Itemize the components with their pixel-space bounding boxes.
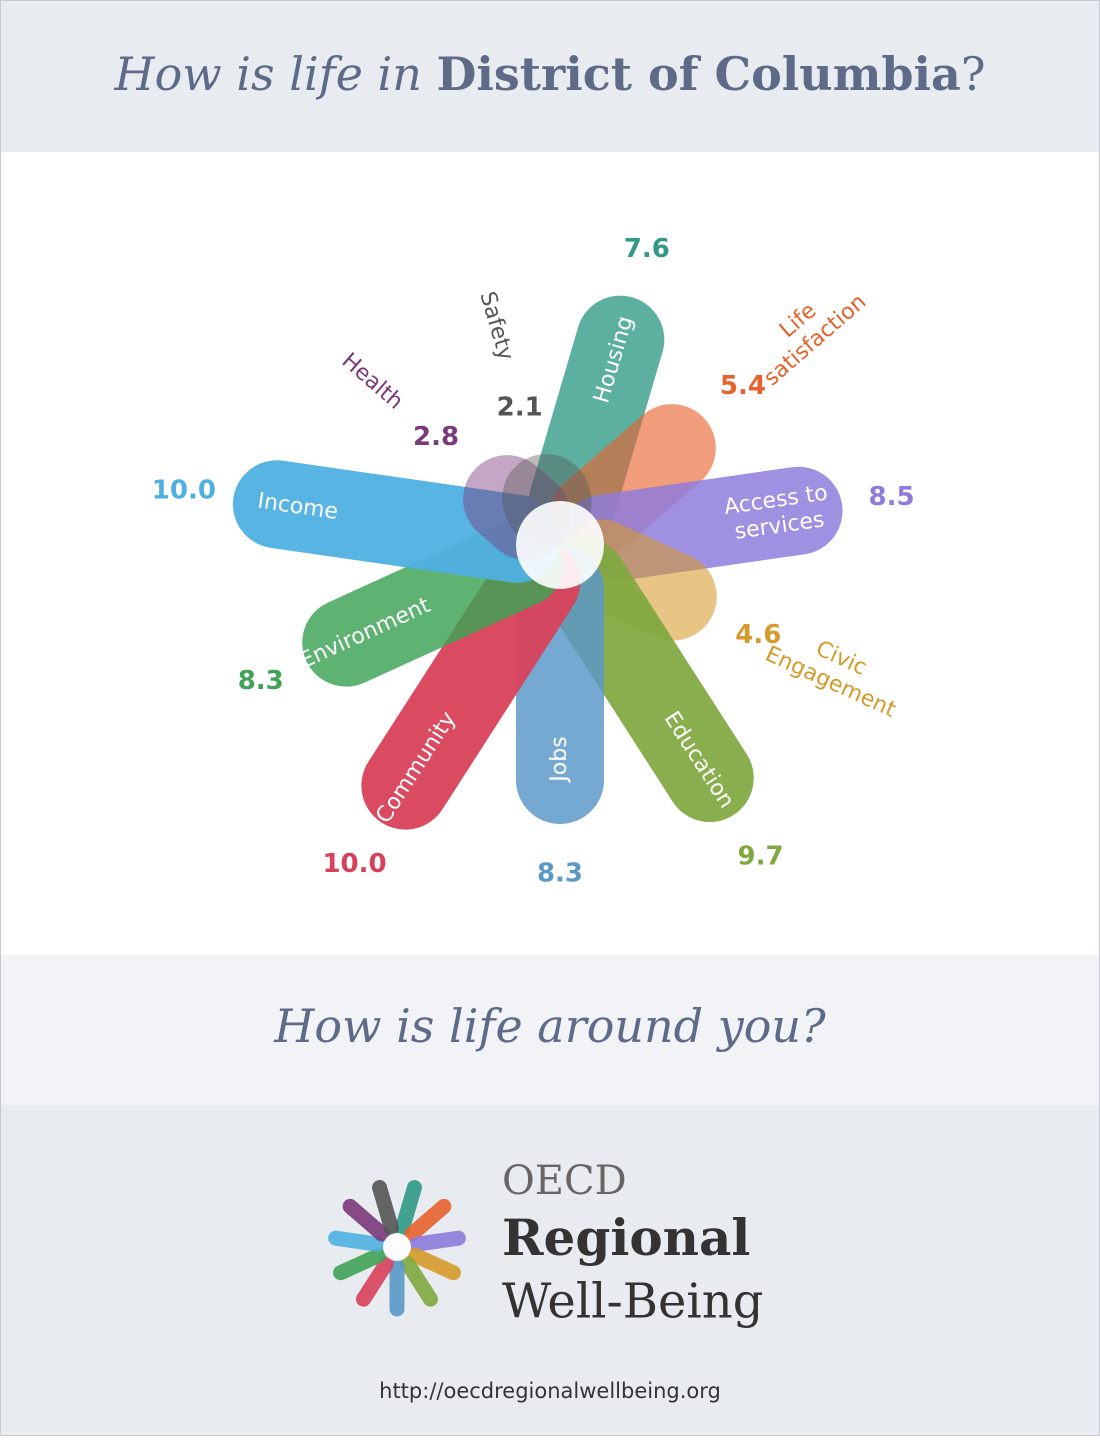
title-region: District of Columbia (437, 47, 961, 101)
page-title: How is life in District of Columbia? (114, 47, 986, 101)
prompt: How is life around you? (273, 999, 826, 1053)
url: http://oecdregionalwellbeing.org (379, 1379, 721, 1403)
logo-petal (355, 1256, 394, 1307)
logo-line2: Regional (502, 1208, 750, 1267)
logo-petal (372, 1180, 399, 1236)
logo-petal (395, 1180, 422, 1236)
logo-petal (342, 1198, 390, 1242)
value-label: 9.7 (738, 842, 784, 872)
logo-line1: OECD (502, 1158, 627, 1204)
title-end: ? (961, 47, 986, 101)
value-label: 8.3 (537, 859, 583, 889)
logo-mark (328, 1180, 466, 1317)
value-label: 8.3 (238, 666, 284, 696)
logo-line3: Well-Being (502, 1274, 763, 1330)
petal (528, 295, 665, 547)
logo-petal (400, 1256, 439, 1307)
logo-petal (404, 1198, 452, 1242)
header-band (0, 0, 1100, 152)
title-lead: How is life in (114, 47, 422, 101)
value-label: 5.4 (720, 371, 766, 401)
value-label: 10.0 (322, 849, 386, 879)
value-label: 10.0 (152, 475, 216, 505)
category-label: Jobs (547, 736, 572, 783)
petal (361, 538, 581, 830)
footer-band (0, 1105, 1100, 1436)
value-label: 8.5 (869, 482, 915, 512)
prompt-band (0, 955, 1100, 1105)
logo-petal (328, 1230, 385, 1252)
value-label: 7.6 (624, 234, 670, 264)
value-label: 4.6 (735, 620, 781, 650)
center-glow (516, 501, 604, 589)
logo-petal (407, 1247, 461, 1281)
logo-petal (333, 1247, 387, 1281)
value-label: 2.8 (413, 422, 459, 452)
value-label: 2.1 (497, 392, 543, 422)
petal (232, 460, 561, 583)
logo-petal (409, 1230, 466, 1252)
logo-center (383, 1233, 411, 1261)
